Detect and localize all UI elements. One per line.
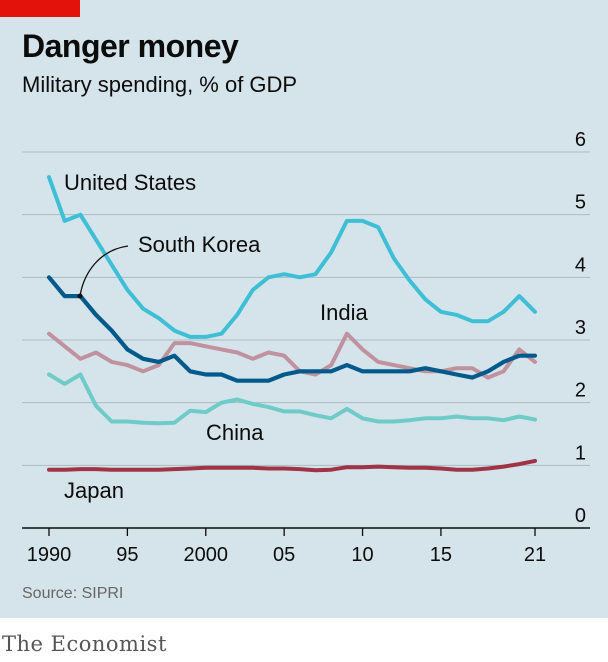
x-tick-label: 21 <box>524 544 546 566</box>
label-india: India <box>320 300 368 325</box>
x-axis: 1990 95 2000 05 10 15 21 <box>22 527 590 566</box>
y-tick-label: 0 <box>575 505 586 527</box>
y-tick-label: 1 <box>575 442 586 464</box>
x-tick-label: 1990 <box>27 544 72 566</box>
brand-red-bar <box>0 0 80 17</box>
x-tick-label: 95 <box>116 544 138 566</box>
series-line-us <box>47 175 537 339</box>
x-tick-label: 2000 <box>184 544 229 566</box>
series-line-india <box>47 331 537 380</box>
label-china: China <box>206 420 264 445</box>
y-tick-label: 5 <box>575 192 586 214</box>
source-note: Source: SIPRI <box>22 585 124 602</box>
x-tick-label: 05 <box>273 544 295 566</box>
line-chart: 0 1 2 3 4 5 6 1990 95 2000 05 10 15 21 United States… <box>22 129 590 566</box>
series-labels: United States South Korea India China Ja… <box>64 170 368 503</box>
series-line-south-korea <box>46 275 538 383</box>
series-line-china <box>47 372 537 426</box>
economist-logo: The Economist <box>2 632 167 656</box>
y-tick-label: 3 <box>575 317 586 339</box>
y-tick-label: 2 <box>575 380 586 402</box>
label-united-states: United States <box>64 170 196 195</box>
y-tick-label: 4 <box>575 254 586 276</box>
x-tick-label: 15 <box>430 544 452 566</box>
y-tick-labels: 0 1 2 3 4 5 6 <box>575 129 586 527</box>
south-korea-leader-line <box>79 245 129 297</box>
y-tick-label: 6 <box>575 129 586 151</box>
label-japan: Japan <box>64 478 124 503</box>
chart-title: Danger money <box>22 28 239 64</box>
south-korea-leader-dot <box>77 293 83 299</box>
chart-subtitle: Military spending, % of GDP <box>22 72 298 97</box>
grid-lines <box>22 151 590 466</box>
series-line-japan <box>47 458 537 473</box>
label-south-korea: South Korea <box>138 232 261 257</box>
series-lines <box>46 175 538 473</box>
x-tick-label: 10 <box>351 544 373 566</box>
